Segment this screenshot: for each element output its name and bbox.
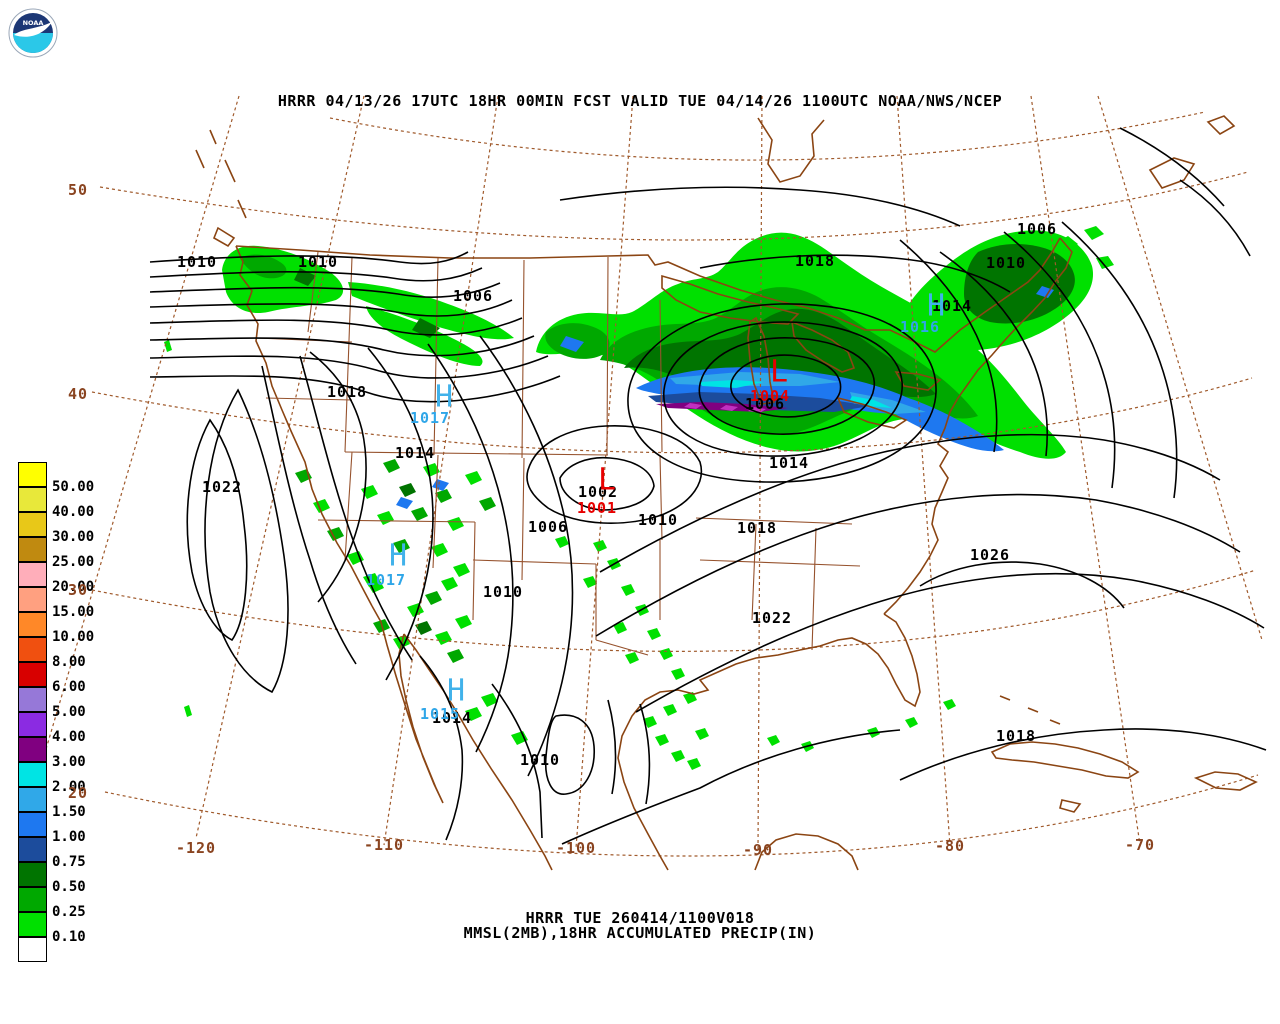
legend-color-box — [18, 812, 47, 837]
noaa-logo: NOAA — [8, 8, 58, 58]
noaa-logo-sea — [13, 33, 53, 53]
legend-value-label: 50.00 — [52, 479, 95, 495]
legend-color-box — [18, 887, 47, 912]
legend-color-box — [18, 862, 47, 887]
legend-color-box — [18, 787, 47, 812]
legend-value-label: 40.00 — [52, 504, 95, 520]
isobars — [149, 127, 1267, 845]
legend-color-box — [18, 537, 47, 562]
legend-color-box — [18, 687, 47, 712]
legend-value-label: 2.00 — [52, 779, 86, 795]
legend-color-box — [18, 462, 47, 487]
legend-value-label: 1.50 — [52, 804, 86, 820]
legend-value-label: 20.00 — [52, 579, 95, 595]
page-title: HRRR 04/13/26 17UTC 18HR 00MIN FCST VALI… — [277, 92, 1003, 110]
legend-value-label: 1.00 — [52, 829, 86, 845]
legend-value-label: 8.00 — [52, 654, 86, 670]
legend-color-box — [18, 587, 47, 612]
legend-value-label: 3.00 — [52, 754, 86, 770]
legend-color-box — [18, 562, 47, 587]
legend-color-box — [18, 762, 47, 787]
legend-value-label: 5.00 — [52, 704, 86, 720]
legend-value-label: 30.00 — [52, 529, 95, 545]
legend-value-label: 0.75 — [52, 854, 86, 870]
footer-product-name: MMSL(2MB),18HR ACCUMULATED PRECIP(IN) — [463, 924, 817, 942]
legend-value-label: 4.00 — [52, 729, 86, 745]
legend-value-label: 10.00 — [52, 629, 95, 645]
legend-color-box — [18, 487, 47, 512]
legend-color-box — [18, 912, 47, 937]
legend-color-box — [18, 837, 47, 862]
legend-value-label: 15.00 — [52, 604, 95, 620]
legend-value-label: 0.10 — [52, 929, 86, 945]
noaa-logo-text: NOAA — [23, 19, 44, 27]
legend-color-box — [18, 637, 47, 662]
footer-valid-time: HRRR TUE 260414/1100V018 — [525, 909, 755, 927]
legend-value-label: 0.25 — [52, 904, 86, 920]
legend-color-box — [18, 737, 47, 762]
legend-value-label: 0.50 — [52, 879, 86, 895]
legend-color-box — [18, 512, 47, 537]
legend-color-box — [18, 662, 47, 687]
noaa-logo-bird-icon — [14, 22, 52, 37]
legend-color-box — [18, 612, 47, 637]
legend-value-label: 25.00 — [52, 554, 95, 570]
graticule — [27, 95, 1263, 857]
legend-color-box — [18, 712, 47, 737]
legend-color-box — [18, 937, 47, 962]
legend-value-label: 6.00 — [52, 679, 86, 695]
